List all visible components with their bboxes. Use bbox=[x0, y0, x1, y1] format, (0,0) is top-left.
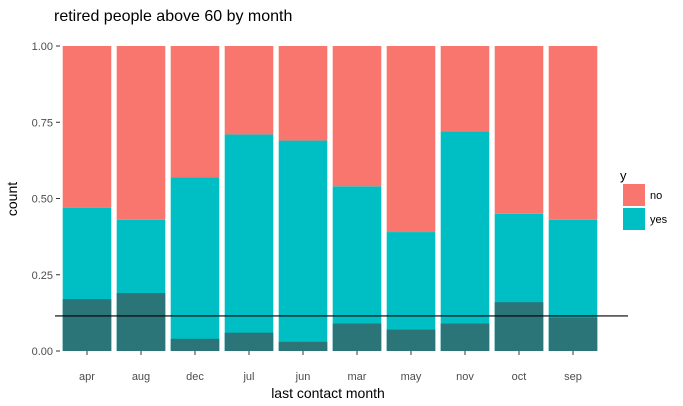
x-tick-label-may: may bbox=[401, 371, 422, 383]
y-tick-label-0.50: 0.50 bbox=[32, 194, 53, 206]
x-tick-label-mar: mar bbox=[348, 371, 367, 383]
bar-no-jun bbox=[278, 46, 328, 141]
overlay-bar-dec bbox=[170, 338, 220, 351]
legend-key-no bbox=[623, 184, 645, 206]
overlay-bar-oct bbox=[494, 302, 544, 351]
legend-label-yes: yes bbox=[650, 214, 668, 226]
x-tick-label-oct: oct bbox=[512, 371, 527, 383]
bar-no-nov bbox=[440, 46, 490, 132]
overlay-bar-nov bbox=[440, 323, 490, 351]
bar-no-sep bbox=[548, 46, 598, 220]
bar-yes-jun bbox=[278, 140, 328, 351]
x-tick-label-apr: apr bbox=[79, 371, 95, 383]
plot-area: apr aug dec jul jun mar may nov oct sep 0.00 0.25 0.… bbox=[32, 41, 628, 383]
overlay-bar-mar bbox=[332, 323, 382, 351]
legend-key-yes bbox=[623, 208, 645, 230]
legend-title: y bbox=[620, 168, 627, 183]
bar-no-apr bbox=[62, 46, 112, 208]
overlay-bar-sep bbox=[548, 317, 598, 351]
x-tick-label-jun: jun bbox=[295, 371, 311, 383]
chart-title: retired people above 60 by month bbox=[54, 8, 292, 25]
bar-no-oct bbox=[494, 46, 544, 214]
overlay-bar-apr bbox=[62, 299, 112, 351]
bar-yes-jul bbox=[224, 134, 274, 351]
bar-no-may bbox=[386, 46, 436, 233]
x-tick-label-jul: jul bbox=[242, 371, 254, 383]
overlay-bar-may bbox=[386, 329, 436, 351]
bar-no-dec bbox=[170, 46, 220, 178]
bar-yes-dec bbox=[170, 177, 220, 351]
bar-no-aug bbox=[116, 46, 166, 220]
overlay-bar-jul bbox=[224, 332, 274, 351]
x-tick-label-aug: aug bbox=[132, 371, 150, 383]
bar-yes-nov bbox=[440, 131, 490, 351]
y-tick-label-0.00: 0.00 bbox=[32, 346, 53, 358]
x-tick-label-sep: sep bbox=[564, 371, 582, 383]
x-tick-label-dec: dec bbox=[186, 371, 204, 383]
y-tick-label-1.00: 1.00 bbox=[32, 41, 53, 53]
bar-no-mar bbox=[332, 46, 382, 187]
x-axis-title: last contact month bbox=[271, 385, 385, 401]
y-tick-label-0.25: 0.25 bbox=[32, 270, 53, 282]
bar-no-jul bbox=[224, 46, 274, 135]
x-tick-label-nov: nov bbox=[456, 371, 474, 383]
y-tick-label-0.75: 0.75 bbox=[32, 117, 53, 129]
overlay-bar-jun bbox=[278, 341, 328, 351]
legend-label-no: no bbox=[650, 190, 662, 202]
y-axis-title: count bbox=[4, 182, 20, 216]
overlay-bar-aug bbox=[116, 293, 166, 351]
legend: y no yes bbox=[620, 168, 668, 230]
